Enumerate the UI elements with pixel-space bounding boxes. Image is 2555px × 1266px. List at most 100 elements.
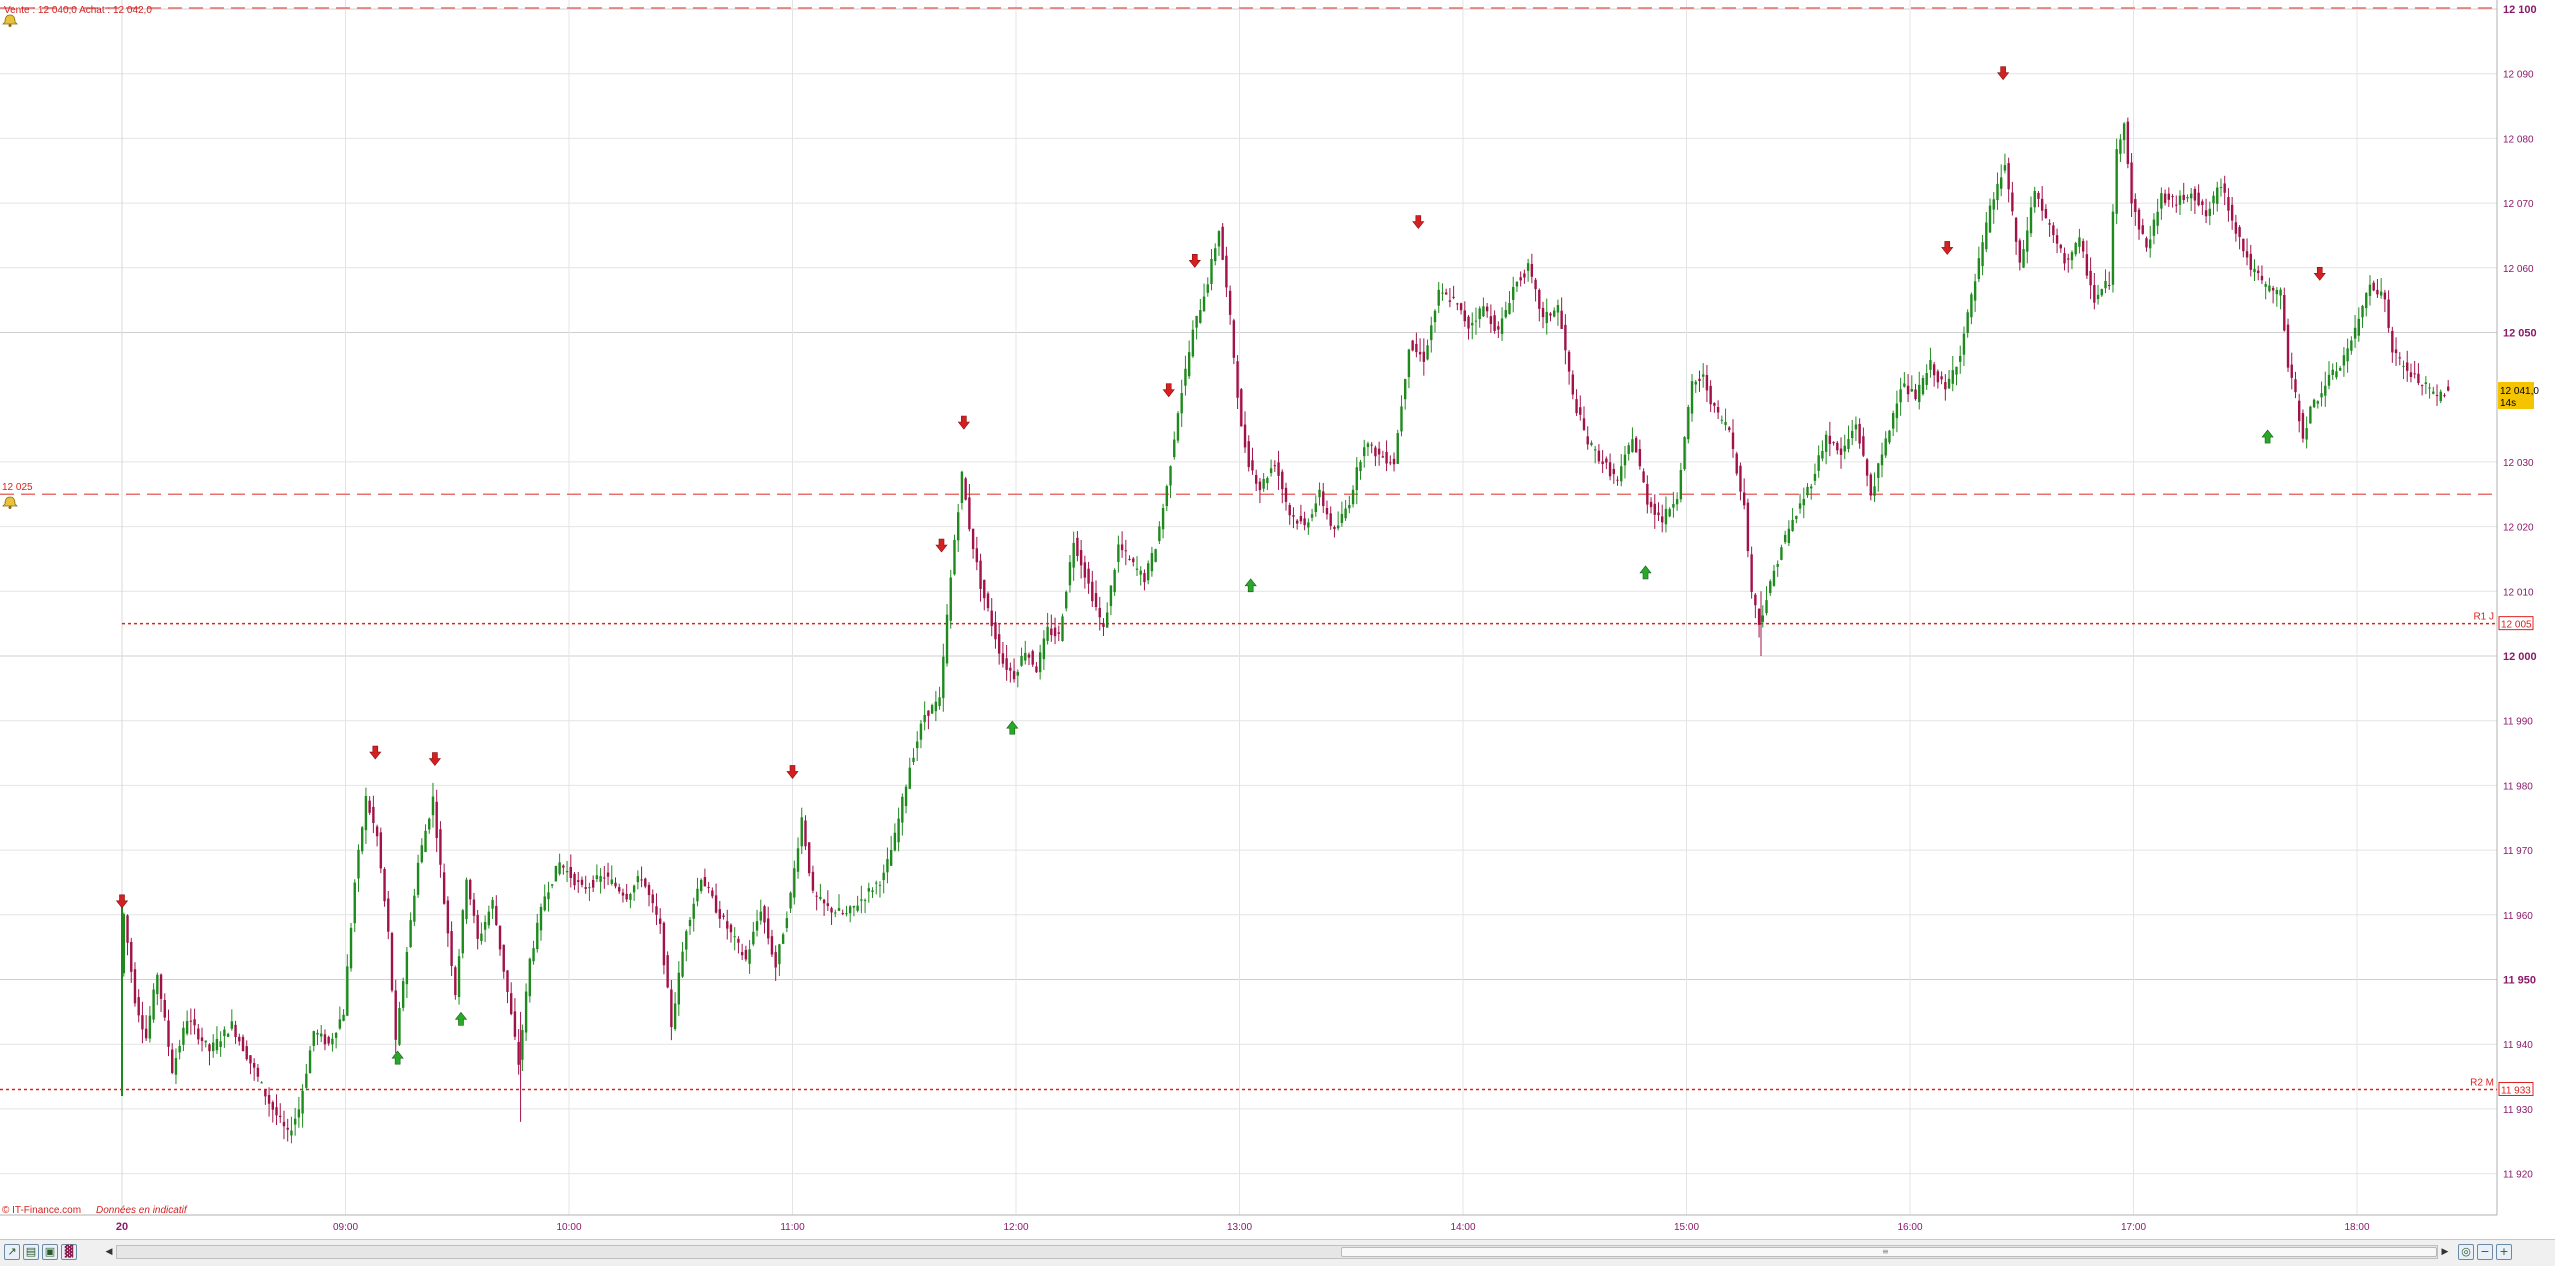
candle-body [964, 478, 967, 500]
sell-signal-arrow [1997, 66, 2010, 81]
candle-body [1035, 666, 1038, 673]
candle-body [1366, 443, 1370, 448]
candle-body [1839, 448, 1843, 455]
candle-body [591, 879, 595, 888]
y-tick-label: 12 090 [2503, 70, 2534, 81]
candle-body [558, 862, 561, 874]
candle-body [1687, 407, 1690, 440]
candle-body [908, 767, 911, 789]
save-icon[interactable]: ▤ [23, 1244, 39, 1260]
candle-body [577, 880, 580, 882]
candle-body [1407, 349, 1411, 378]
candle-body [185, 1021, 189, 1034]
candle-body [763, 906, 766, 923]
candle-body [1813, 473, 1817, 481]
candle-body [2327, 374, 2331, 386]
alert-bell-icon[interactable] [2, 496, 18, 509]
alert-level-label: 12 025 [2, 482, 33, 493]
candle-body [1955, 366, 1958, 375]
candle-body [2014, 217, 2018, 242]
candle-body [454, 967, 457, 996]
candle-body [338, 1019, 342, 1029]
candle-body [740, 952, 744, 956]
scroll-right-arrow[interactable]: ▶ [2441, 1247, 2449, 1257]
candle-body [703, 877, 707, 887]
candle-body [688, 919, 692, 926]
candle-body [249, 1055, 252, 1064]
candle-body [1158, 526, 1161, 542]
candle-body [651, 894, 654, 904]
candle-body [886, 859, 889, 873]
candle-body [659, 918, 662, 924]
candle-body [614, 882, 617, 887]
candle-body [465, 879, 468, 920]
candle-body [126, 915, 129, 943]
candle-body [1113, 569, 1116, 593]
candle-body [904, 786, 908, 807]
candle-body [1586, 436, 1589, 445]
candle-body [2316, 401, 2320, 404]
candle-body [863, 899, 867, 901]
candle-body [1854, 424, 1858, 430]
candle-body [1929, 360, 1932, 370]
candle-body [357, 849, 360, 879]
zoom-out-icon[interactable]: − [2477, 1244, 2493, 1260]
candle-body [1891, 413, 1895, 429]
buy-signal-arrow [2261, 429, 2274, 444]
candle-body [238, 1036, 241, 1042]
candle-body [2212, 195, 2215, 204]
candle-body [1333, 527, 1336, 530]
indicators-icon[interactable]: ▓ [61, 1244, 77, 1260]
candle-body [1683, 437, 1686, 470]
candle-body [2104, 280, 2107, 289]
candle-body [2178, 195, 2182, 205]
candle-body [1355, 467, 1358, 491]
candle-body [588, 887, 591, 889]
candle-body [2108, 284, 2111, 286]
candle-body [2435, 395, 2439, 397]
candle-body [1709, 385, 1712, 405]
zoom-fit-icon[interactable]: ◎ [2458, 1244, 2474, 1260]
candle-body [1284, 487, 1288, 502]
candle-body [2398, 357, 2401, 359]
scroll-left-arrow[interactable]: ◀ [105, 1247, 113, 1257]
chart-type-icon[interactable]: ↗ [4, 1244, 20, 1260]
candle-body [1303, 518, 1306, 526]
candle-body [1832, 442, 1835, 444]
y-tick-label: 11 950 [2503, 975, 2536, 987]
candle-body [699, 879, 703, 892]
candle-body [1504, 310, 1507, 318]
candle-body [1515, 281, 1519, 287]
candle-body [2387, 299, 2390, 328]
candle-body [2264, 284, 2267, 287]
print-icon[interactable]: ▣ [42, 1244, 58, 1260]
sell-signal-arrow [1412, 215, 1425, 229]
candle-body [1139, 570, 1142, 575]
candle-body [875, 882, 878, 884]
bell-icon[interactable] [2, 14, 18, 27]
scrollbar-thumb[interactable]: ≡ [1341, 1247, 2437, 1257]
candle-body [282, 1121, 286, 1127]
candle-body [1351, 489, 1355, 505]
candle-body [774, 952, 777, 968]
candle-body [666, 955, 669, 988]
zoom-in-icon[interactable]: + [2496, 1244, 2512, 1260]
candle-body [323, 1034, 327, 1045]
candle-body [1973, 281, 1977, 301]
candle-body [1921, 378, 1925, 395]
candle-body [826, 903, 830, 907]
candle-body [1463, 310, 1466, 322]
candle-body [1057, 632, 1060, 634]
candle-body [938, 697, 941, 707]
candle-body [245, 1046, 248, 1060]
candle-body [547, 892, 550, 900]
candle-body [1739, 465, 1742, 492]
candle-body [1769, 581, 1772, 594]
candle-body [1724, 422, 1727, 425]
candle-body [379, 832, 383, 869]
candle-body [2074, 243, 2077, 255]
candle-body [2081, 241, 2085, 252]
candle-body [770, 936, 774, 955]
horizontal-scrollbar[interactable]: ≡ [116, 1245, 2438, 1259]
